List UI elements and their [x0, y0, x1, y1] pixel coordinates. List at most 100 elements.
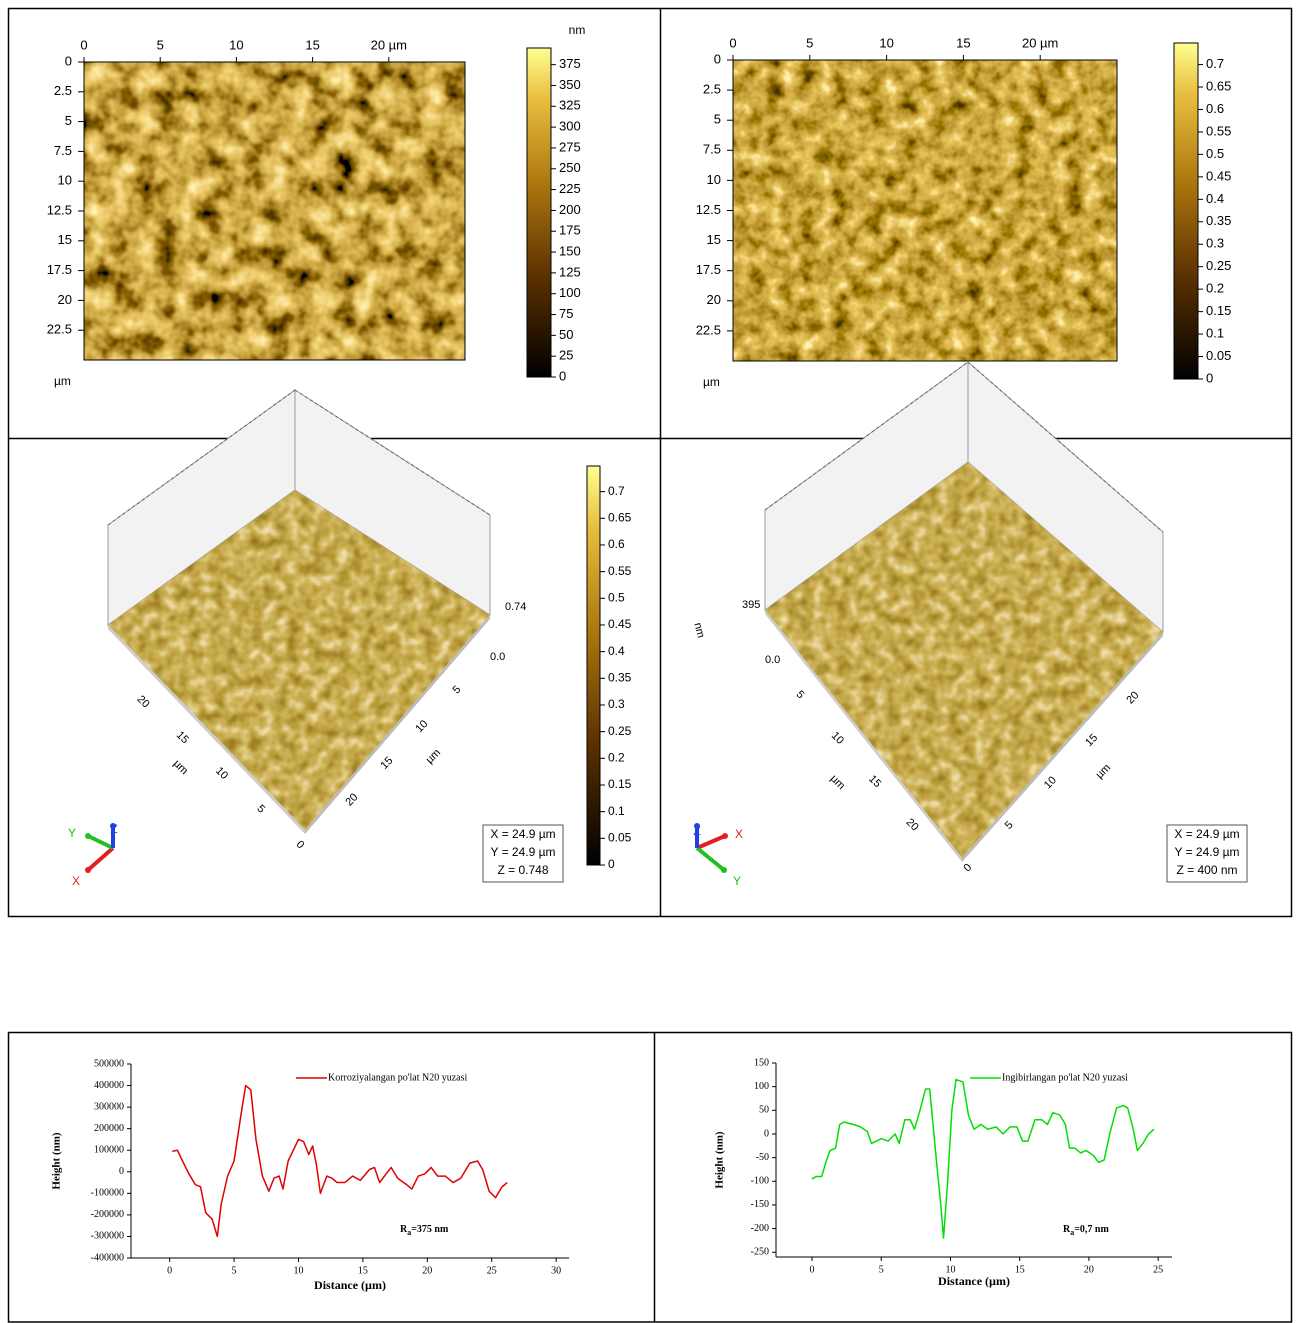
y-tick-label: 2.5: [703, 82, 721, 97]
info-text: Y = 24.9 µm: [1174, 845, 1239, 859]
edge-tick-label: 0: [962, 862, 975, 875]
y-tick-label: 7.5: [703, 142, 721, 157]
x-tick-label: 0: [167, 1265, 172, 1276]
colorbar-tick-label: 0.35: [608, 670, 632, 684]
page: 05101520 µm02.557.51012.51517.52022.5µm0…: [0, 0, 1298, 1323]
z-label: 0.74: [505, 601, 526, 613]
line-chart: -400000-300000-200000-100000010000020000…: [51, 1058, 569, 1291]
y-tick-label: 5: [65, 113, 72, 128]
x-tick-label: 30: [551, 1265, 561, 1276]
axis-unit: µm: [703, 375, 720, 389]
colorbar-tick-label: 0.45: [1206, 168, 1231, 183]
colorbar: [527, 48, 551, 377]
edge-tick-label: 20: [343, 791, 360, 808]
y-tick-label: 100000: [94, 1145, 124, 1156]
info-text: Z = 400 nm: [1176, 863, 1237, 877]
x-tick-label: 0: [80, 37, 87, 52]
x-tick-label: 0: [810, 1264, 815, 1275]
edge-tick-label: 5: [254, 803, 267, 816]
annotation: Ra=375 nm: [400, 1224, 449, 1237]
colorbar-tick-label: 0.7: [1206, 56, 1224, 71]
colorbar-tick-label: 100: [559, 285, 581, 300]
y-tick-label: -100000: [91, 1188, 124, 1199]
colorbar-tick-label: 0: [559, 368, 566, 383]
x-tick-label: 15: [956, 35, 970, 50]
x-tick-label: 15: [1015, 1264, 1025, 1275]
colorbar: [587, 466, 600, 865]
colorbar-tick-label: 0.6: [608, 537, 625, 551]
x-tick-label: 15: [305, 37, 319, 52]
y-axis-label: Height (nm): [51, 1132, 63, 1189]
colorbar: [1174, 43, 1198, 379]
y-tick-label: 20: [58, 292, 72, 307]
x-tick-label: 10: [293, 1265, 303, 1276]
axis-unit: µm: [1094, 762, 1113, 781]
y-tick-label: 15: [58, 232, 72, 247]
x-axis-label: Distance (µm): [314, 1278, 386, 1292]
x-tick-label: 10: [879, 35, 893, 50]
colorbar-tick-label: 0: [608, 857, 615, 871]
colorbar-tick-label: 0.35: [1206, 213, 1231, 228]
y-tick-label: 10: [58, 173, 72, 188]
x-tick-label: 5: [232, 1265, 237, 1276]
colorbar-tick-label: 0.65: [608, 510, 632, 524]
info-text: X = 24.9 µm: [1174, 827, 1239, 841]
x-tick-label: 15: [358, 1265, 368, 1276]
edge-tick-label: 0: [294, 839, 307, 852]
y-tick-label: 12.5: [47, 202, 72, 217]
y-tick-label: 150: [754, 1057, 769, 1068]
y-tick-label: -50: [756, 1152, 769, 1163]
y-tick-label: 300000: [94, 1101, 124, 1112]
colorbar-tick-label: 0.25: [608, 724, 632, 738]
triad-head: [85, 833, 91, 839]
info-text: Z = 0.748: [497, 863, 548, 877]
colorbar-tick-label: 0.2: [608, 750, 625, 764]
y-tick-label: 12.5: [696, 202, 721, 217]
x-tick-label: 20: [1084, 1264, 1094, 1275]
x-tick-label: 5: [157, 37, 164, 52]
y-tick-label: 20: [707, 292, 721, 307]
colorbar-tick-label: 0.55: [1206, 123, 1231, 138]
axis-unit: µm: [828, 773, 847, 792]
colorbar-tick-label: 350: [559, 77, 581, 92]
colorbar-tick-label: 0.7: [608, 484, 625, 498]
z-unit: nm: [691, 621, 707, 639]
edge-tick-label: 15: [174, 729, 191, 746]
triad-label: X: [735, 827, 743, 841]
y-tick-label: -300000: [91, 1231, 124, 1242]
axis-unit: µm: [424, 747, 443, 766]
triad-label: Z: [693, 824, 700, 838]
y-tick-label: 7.5: [54, 143, 72, 158]
edge-tick-label: 5: [451, 684, 464, 697]
annotation: Ra=0,7 nm: [1063, 1224, 1109, 1237]
y-tick-label: 50: [759, 1105, 769, 1116]
legend-label: Korroziyalangan po'lat N20 yuzasi: [328, 1072, 467, 1083]
colorbar-tick-label: 0.1: [1206, 326, 1224, 341]
x-tick-label: 20 µm: [1022, 35, 1058, 50]
colorbar-tick-label: 125: [559, 264, 581, 279]
triad-head: [721, 867, 727, 873]
x-tick-label: 0: [729, 35, 736, 50]
colorbar-title: nm: [569, 23, 586, 37]
y-tick-label: -250: [751, 1247, 769, 1258]
triad-label: Z: [110, 822, 117, 836]
edge-tick-label: 10: [213, 765, 230, 782]
y-tick-label: -100: [751, 1176, 769, 1187]
colorbar-tick-label: 0.25: [1206, 258, 1231, 273]
x-tick-label: 5: [879, 1264, 884, 1275]
triad-label: Y: [733, 874, 741, 888]
x-tick-label: 25: [487, 1265, 497, 1276]
colorbar-tick-label: 0: [1206, 370, 1213, 385]
y-tick-label: 17.5: [47, 262, 72, 277]
edge-tick-label: 20: [134, 693, 151, 710]
triad-head: [85, 867, 91, 873]
colorbar-tick-label: 25: [559, 348, 573, 363]
edge-tick-label: 10: [413, 718, 430, 735]
colorbar-tick-label: 0.6: [1206, 101, 1224, 116]
colorbar-tick-label: 0.3: [608, 697, 625, 711]
colorbar-tick-label: 0.55: [608, 564, 632, 578]
colorbar-tick-label: 0.5: [1206, 146, 1224, 161]
y-tick-label: -200000: [91, 1209, 124, 1220]
colorbar-tick-label: 0.65: [1206, 78, 1231, 93]
colorbar-tick-label: 0.4: [608, 644, 625, 658]
